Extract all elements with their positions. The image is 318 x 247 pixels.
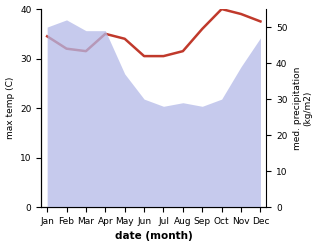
Y-axis label: med. precipitation
(kg/m2): med. precipitation (kg/m2) [293,66,313,150]
X-axis label: date (month): date (month) [115,231,193,242]
Y-axis label: max temp (C): max temp (C) [5,77,15,139]
